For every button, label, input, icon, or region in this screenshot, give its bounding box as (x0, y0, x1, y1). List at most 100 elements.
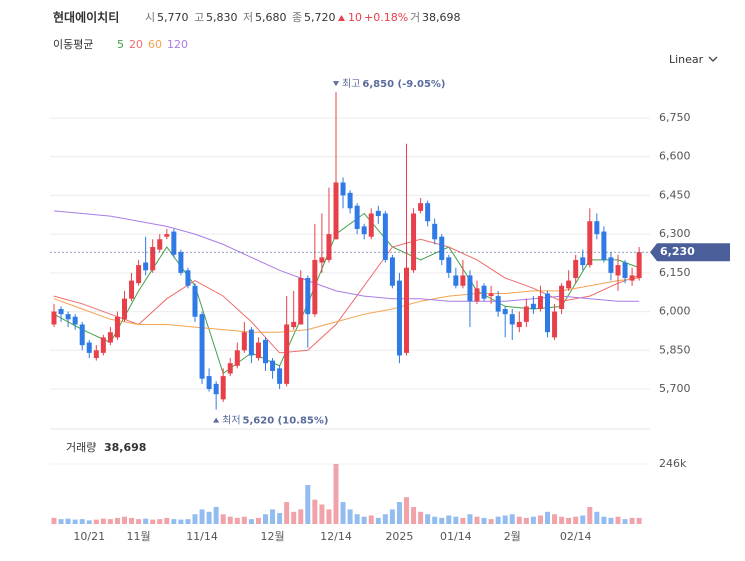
open-value: 5,770 (157, 11, 189, 24)
candle-body (263, 339, 268, 364)
volume-tick-label: 246k (659, 457, 687, 470)
candle-body (234, 350, 240, 366)
candle-body (157, 239, 163, 250)
y-tick-label: 6,300 (659, 227, 691, 240)
legend: 5 20 60 120 (117, 38, 188, 51)
change-value: 10 (348, 11, 362, 24)
legend-entry: 60 (148, 38, 162, 51)
ma-line (53, 277, 640, 333)
candle-body (418, 203, 424, 211)
volume-bar (72, 519, 78, 524)
legend-entry: 120 (167, 38, 188, 51)
low-label: 저 (243, 11, 253, 24)
low-annotation-text: 5,620 (10.85%) (243, 416, 329, 427)
volume-bar (446, 515, 452, 524)
volume-bar (636, 517, 642, 524)
candle-body (474, 288, 480, 302)
volume-bar (178, 519, 184, 524)
candle-body (305, 278, 311, 315)
last-price-label: 6,230 (660, 245, 695, 258)
candle-body (502, 308, 508, 315)
volume-title: 거래량 (66, 441, 96, 454)
candle-body (241, 332, 247, 351)
volume-bar (164, 517, 170, 524)
candle-body (79, 324, 85, 346)
dropdown-chevron[interactable] (708, 56, 718, 62)
candle-body (326, 234, 332, 260)
candle-body (580, 257, 586, 266)
volume-bar (615, 516, 621, 524)
volume-bar (566, 517, 572, 524)
candle-body (467, 275, 473, 302)
volume-bar (418, 511, 424, 524)
volume-bar (460, 517, 466, 524)
ma-line (53, 238, 640, 354)
volume-bar (411, 506, 417, 524)
volume-bar (545, 511, 550, 524)
candle-body (629, 275, 635, 281)
x-tick-label: 01/14 (440, 530, 472, 543)
volume-bar (516, 516, 522, 524)
candle-body (354, 205, 360, 229)
candle-body (636, 252, 642, 279)
volume-bar (474, 516, 480, 524)
volume-bar (220, 514, 226, 524)
x-tick-label: 02/14 (560, 530, 592, 543)
candle-body (277, 368, 283, 384)
x-tick-label: 10/21 (73, 530, 105, 543)
candle-body (404, 267, 409, 353)
volume-bar (594, 511, 600, 524)
ma-line (53, 210, 640, 302)
candle-body (213, 383, 219, 395)
volume-bar (326, 509, 332, 524)
scale-mode[interactable]: Linear (669, 53, 704, 66)
candle-body (382, 213, 388, 260)
volume-bar (530, 516, 536, 524)
candle-body (432, 223, 438, 240)
volume-bar (319, 504, 325, 524)
x-tick-label: 11/14 (186, 530, 218, 543)
volume-bar (368, 515, 374, 524)
candle-body (107, 332, 113, 343)
volume-bar (601, 516, 607, 524)
volume-bar (361, 516, 367, 524)
volume-bar (277, 513, 283, 524)
candle-body (453, 275, 459, 286)
y-tick-label: 5,850 (659, 343, 691, 356)
y-tick-label: 6,600 (659, 150, 691, 163)
low-marker (213, 417, 220, 423)
candle-body (298, 278, 304, 325)
volume-bar (537, 515, 543, 524)
candle-body (523, 306, 529, 322)
volume-bar (305, 484, 311, 524)
candle-body (86, 342, 92, 353)
volume-bar (270, 509, 276, 524)
x-tick-label: 12월 (260, 530, 284, 543)
y-tick-label: 6,150 (659, 266, 691, 279)
volume-bar (481, 517, 487, 524)
candle-body (601, 231, 607, 260)
x-tick-label: 2월 (504, 530, 521, 543)
candle-body (255, 342, 261, 359)
volume-bar (467, 514, 473, 524)
volume-bar (375, 517, 381, 524)
candle-body (361, 226, 367, 235)
candle-body (396, 280, 402, 356)
candle-body (143, 262, 149, 271)
candle-body (65, 314, 71, 320)
volume-bar (559, 516, 565, 524)
volume-bar (312, 499, 318, 524)
volume-bar (185, 519, 191, 524)
volume-bar (523, 517, 529, 524)
high-marker (333, 81, 339, 87)
candle-body (509, 314, 515, 325)
candle-body (284, 324, 290, 384)
candle-body (559, 285, 565, 309)
volume-bar (453, 516, 459, 524)
volume-bar (58, 519, 64, 524)
x-tick-label: 2025 (385, 530, 413, 543)
x-tick-label: 12/14 (320, 530, 352, 543)
volume-bar (284, 502, 290, 524)
candle-body (340, 182, 346, 196)
